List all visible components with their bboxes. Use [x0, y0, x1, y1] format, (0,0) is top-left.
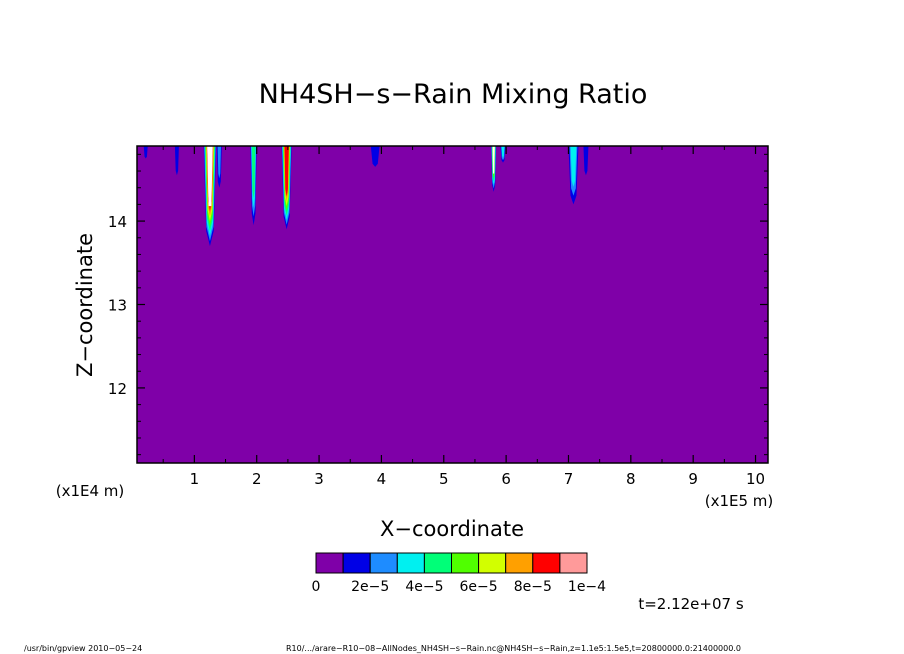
y-scale-note: (x1E4 m) — [56, 482, 125, 500]
x-tick-label: 6 — [501, 470, 511, 488]
footer-left: /usr/bin/gpview 2010−05−24 — [24, 644, 142, 653]
rain-plume-layer — [174, 146, 179, 176]
x-scale-note: (x1E5 m) — [705, 492, 774, 510]
y-axis-ticks: 12 13 14 — [108, 153, 768, 456]
footer-right: R10/.../arare−R10−08−AllNodes_NH4SH−s−Ra… — [286, 644, 741, 653]
rain-plume-layer — [501, 146, 505, 158]
y-tick-label: 14 — [108, 213, 127, 231]
colorbar-swatch — [342, 552, 371, 574]
time-label: t=2.12e+07 s — [638, 595, 744, 613]
rain-plume-layer — [217, 146, 221, 179]
colorbar-swatch — [478, 552, 507, 574]
rain-plume-layer — [583, 146, 589, 176]
colorbar-label: 2e−5 — [351, 579, 389, 595]
rain-plume-layer — [284, 146, 289, 197]
rain-plume-layer — [252, 146, 256, 199]
colorbar — [315, 552, 588, 574]
colorbar-label: 1e−4 — [568, 579, 606, 595]
x-tick-label: 8 — [626, 470, 636, 488]
colorbar-label: 4e−5 — [405, 579, 443, 595]
rain-plume-core — [492, 146, 495, 174]
colorbar-swatch — [559, 552, 588, 574]
y-tick-label: 12 — [108, 380, 127, 398]
x-tick-label: 7 — [564, 470, 574, 488]
y-tick-label: 13 — [108, 297, 127, 315]
rain-features — [143, 146, 589, 247]
x-tick-label: 9 — [688, 470, 698, 488]
rain-plume-core — [207, 146, 213, 207]
colorbar-swatch — [423, 552, 452, 574]
colorbar-label: 8e−5 — [514, 579, 552, 595]
rain-plume-layer — [143, 146, 148, 159]
colorbar-swatch — [505, 552, 534, 574]
colorbar-swatch — [396, 552, 425, 574]
x-axis-ticks: 1 2 3 4 5 6 7 8 9 10 — [162, 146, 765, 488]
x-tick-label: 4 — [377, 470, 387, 488]
plot-background — [137, 146, 768, 463]
colorbar-swatch — [315, 552, 344, 574]
chart-title: NH4SH−s−Rain Mixing Ratio — [259, 79, 648, 110]
colorbar-swatch — [532, 552, 561, 574]
colorbar-label: 0 — [312, 579, 321, 595]
y-axis-label: Z−coordinate — [73, 233, 97, 377]
colorbar-swatch — [369, 552, 398, 574]
colorbar-swatch — [451, 552, 480, 574]
x-tick-label: 1 — [190, 470, 200, 488]
x-tick-label: 10 — [746, 470, 765, 488]
x-tick-label: 5 — [439, 470, 449, 488]
colorbar-label: 6e−5 — [460, 579, 498, 595]
rain-plume-layer — [370, 146, 380, 167]
rain-plume-layer — [570, 146, 577, 187]
colorbar-labels: 0 2e−5 4e−5 6e−5 8e−5 1e−4 — [312, 579, 607, 595]
x-tick-label: 3 — [314, 470, 324, 488]
x-tick-label: 2 — [252, 470, 262, 488]
x-axis-label: X−coordinate — [380, 517, 524, 541]
